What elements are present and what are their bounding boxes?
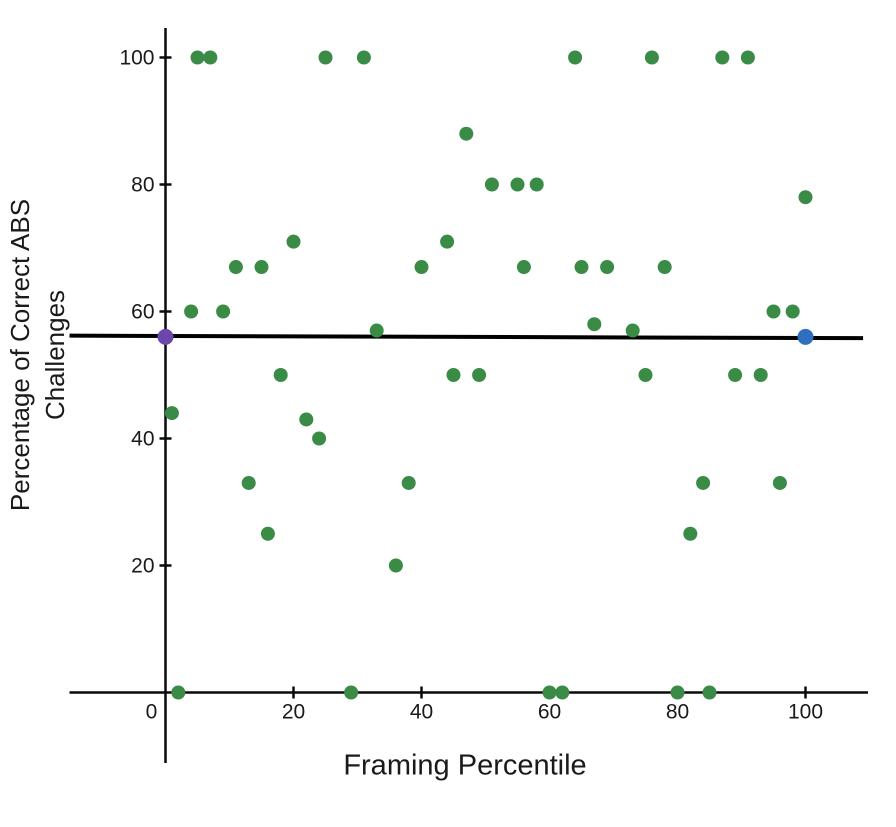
data-point bbox=[164, 406, 179, 421]
data-point bbox=[625, 323, 640, 338]
data-point bbox=[683, 526, 698, 541]
data-point bbox=[772, 475, 787, 490]
x-tick-label: 80 bbox=[666, 701, 689, 724]
data-point bbox=[446, 368, 461, 382]
data-point bbox=[766, 304, 781, 319]
data-point bbox=[728, 368, 743, 382]
data-point bbox=[312, 431, 327, 446]
data-point bbox=[587, 317, 602, 332]
trend-line bbox=[69, 333, 864, 341]
data-point bbox=[516, 260, 531, 275]
data-point bbox=[555, 685, 570, 700]
y-tick-label: 80 bbox=[131, 174, 154, 197]
data-point bbox=[414, 260, 429, 275]
data-point bbox=[574, 260, 589, 275]
data-point bbox=[299, 412, 314, 427]
data-point bbox=[286, 234, 301, 249]
data-point bbox=[529, 177, 544, 192]
x-tick-label: 20 bbox=[282, 701, 305, 724]
data-point bbox=[740, 50, 755, 65]
data-point bbox=[510, 177, 525, 192]
y-axis-title-line1: Percentage of Correct ABS bbox=[4, 198, 35, 512]
data-point bbox=[644, 50, 659, 65]
data-point bbox=[273, 368, 288, 382]
data-point bbox=[356, 50, 371, 65]
y-tick-label: 100 bbox=[119, 47, 154, 70]
data-point bbox=[600, 260, 615, 275]
data-point bbox=[344, 685, 359, 700]
data-point bbox=[657, 260, 672, 275]
trendline-anchor-left bbox=[157, 328, 174, 345]
data-point bbox=[190, 50, 205, 65]
data-point bbox=[228, 260, 243, 275]
data-point bbox=[638, 368, 653, 382]
x-tick-label: 60 bbox=[538, 701, 561, 724]
x-tick-label: 100 bbox=[788, 701, 823, 724]
y-tick-label: 40 bbox=[131, 428, 154, 451]
data-point bbox=[388, 558, 403, 573]
data-point bbox=[254, 260, 269, 275]
y-tick-label: 20 bbox=[131, 555, 154, 578]
x-tick-label: 40 bbox=[410, 701, 433, 724]
data-point bbox=[260, 526, 275, 541]
y-axis-title: Percentage of Correct ABS Challenges bbox=[3, 199, 73, 511]
data-point bbox=[798, 190, 813, 205]
data-point bbox=[184, 304, 199, 319]
data-point bbox=[369, 323, 384, 338]
y-axis-title-line2: Challenges bbox=[40, 289, 70, 421]
data-point bbox=[484, 177, 499, 192]
data-point bbox=[401, 475, 416, 490]
data-point bbox=[702, 685, 717, 700]
data-point bbox=[785, 304, 800, 319]
data-point bbox=[440, 234, 455, 249]
trendline-anchor-right bbox=[797, 328, 814, 345]
data-point bbox=[670, 685, 685, 700]
data-point bbox=[542, 685, 557, 700]
data-point bbox=[241, 475, 256, 490]
data-point bbox=[459, 126, 474, 141]
data-point bbox=[318, 50, 333, 65]
data-point bbox=[171, 685, 186, 700]
x-axis-title: Framing Percentile bbox=[343, 749, 587, 782]
data-point bbox=[696, 475, 711, 490]
x-tick-label: 0 bbox=[146, 701, 158, 724]
data-point bbox=[753, 368, 768, 382]
data-point bbox=[568, 50, 583, 65]
data-point bbox=[216, 304, 231, 319]
data-point bbox=[472, 368, 487, 382]
data-point bbox=[203, 50, 218, 65]
y-tick-label: 60 bbox=[131, 301, 154, 324]
data-point bbox=[715, 50, 730, 65]
